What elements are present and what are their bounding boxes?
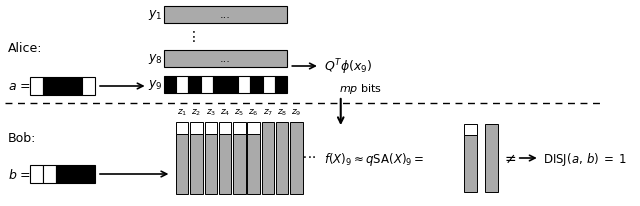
Bar — [219, 134, 231, 194]
Text: $\vdots$: $\vdots$ — [186, 29, 195, 44]
Bar — [485, 124, 498, 192]
Text: $z_4$: $z_4$ — [220, 107, 230, 117]
Bar — [238, 77, 250, 94]
Bar — [205, 122, 217, 134]
Bar — [82, 78, 95, 96]
Text: $z_7$: $z_7$ — [263, 107, 273, 117]
Bar — [44, 165, 56, 183]
Text: $z_8$: $z_8$ — [277, 107, 287, 117]
Bar — [225, 77, 238, 94]
Bar — [188, 77, 201, 94]
Bar — [250, 77, 262, 94]
Bar — [233, 134, 246, 194]
Bar — [275, 77, 287, 94]
Bar — [465, 124, 477, 135]
Bar — [31, 165, 44, 183]
Bar — [213, 77, 225, 94]
Bar — [205, 134, 217, 194]
Bar — [176, 77, 188, 94]
Bar — [248, 122, 260, 134]
Bar — [164, 7, 287, 24]
Text: ...: ... — [220, 54, 231, 64]
Bar — [69, 165, 82, 183]
Bar — [233, 122, 246, 134]
Bar — [262, 122, 274, 194]
Bar — [44, 78, 56, 96]
Bar — [56, 165, 69, 183]
Bar — [219, 122, 231, 134]
Bar — [276, 122, 289, 194]
Bar — [201, 77, 213, 94]
Text: $mp$ bits: $mp$ bits — [339, 82, 382, 96]
Text: $y_9$: $y_9$ — [148, 78, 162, 91]
Text: $z_6$: $z_6$ — [248, 107, 259, 117]
Bar — [262, 77, 275, 94]
Text: $f(X)_9 \approx q\mathrm{SA}(X)_9 = $: $f(X)_9 \approx q\mathrm{SA}(X)_9 = $ — [324, 150, 424, 167]
Bar — [69, 78, 82, 96]
Bar — [164, 77, 176, 94]
Text: $a$ =: $a$ = — [8, 80, 31, 93]
Bar — [56, 78, 69, 96]
Bar — [465, 135, 477, 192]
Bar — [176, 122, 188, 134]
Bar — [190, 122, 203, 134]
Bar — [291, 122, 303, 194]
Bar — [31, 78, 44, 96]
Text: $Q^T\phi(x_9)$: $Q^T\phi(x_9)$ — [324, 57, 372, 76]
Text: $\neq$: $\neq$ — [502, 151, 516, 165]
Bar — [248, 134, 260, 194]
Bar — [164, 51, 287, 68]
Text: Bob:: Bob: — [8, 132, 36, 145]
Text: Alice:: Alice: — [8, 42, 42, 55]
Text: $y_1$: $y_1$ — [148, 8, 162, 22]
Bar — [176, 134, 188, 194]
Text: ...: ... — [220, 11, 231, 20]
Text: $\mathrm{DISJ}(a,\, b) \; = \; 1$: $\mathrm{DISJ}(a,\, b) \; = \; 1$ — [543, 150, 628, 167]
Text: $b$ =: $b$ = — [8, 167, 31, 181]
Text: $\vdots$: $\vdots$ — [303, 153, 318, 163]
Text: $z_1$: $z_1$ — [177, 107, 188, 117]
Text: $y_8$: $y_8$ — [148, 52, 162, 66]
Text: $z_3$: $z_3$ — [205, 107, 216, 117]
Bar — [82, 165, 95, 183]
Bar — [190, 134, 203, 194]
Text: $z_2$: $z_2$ — [191, 107, 202, 117]
Text: $z_9$: $z_9$ — [291, 107, 301, 117]
Text: $z_5$: $z_5$ — [234, 107, 244, 117]
